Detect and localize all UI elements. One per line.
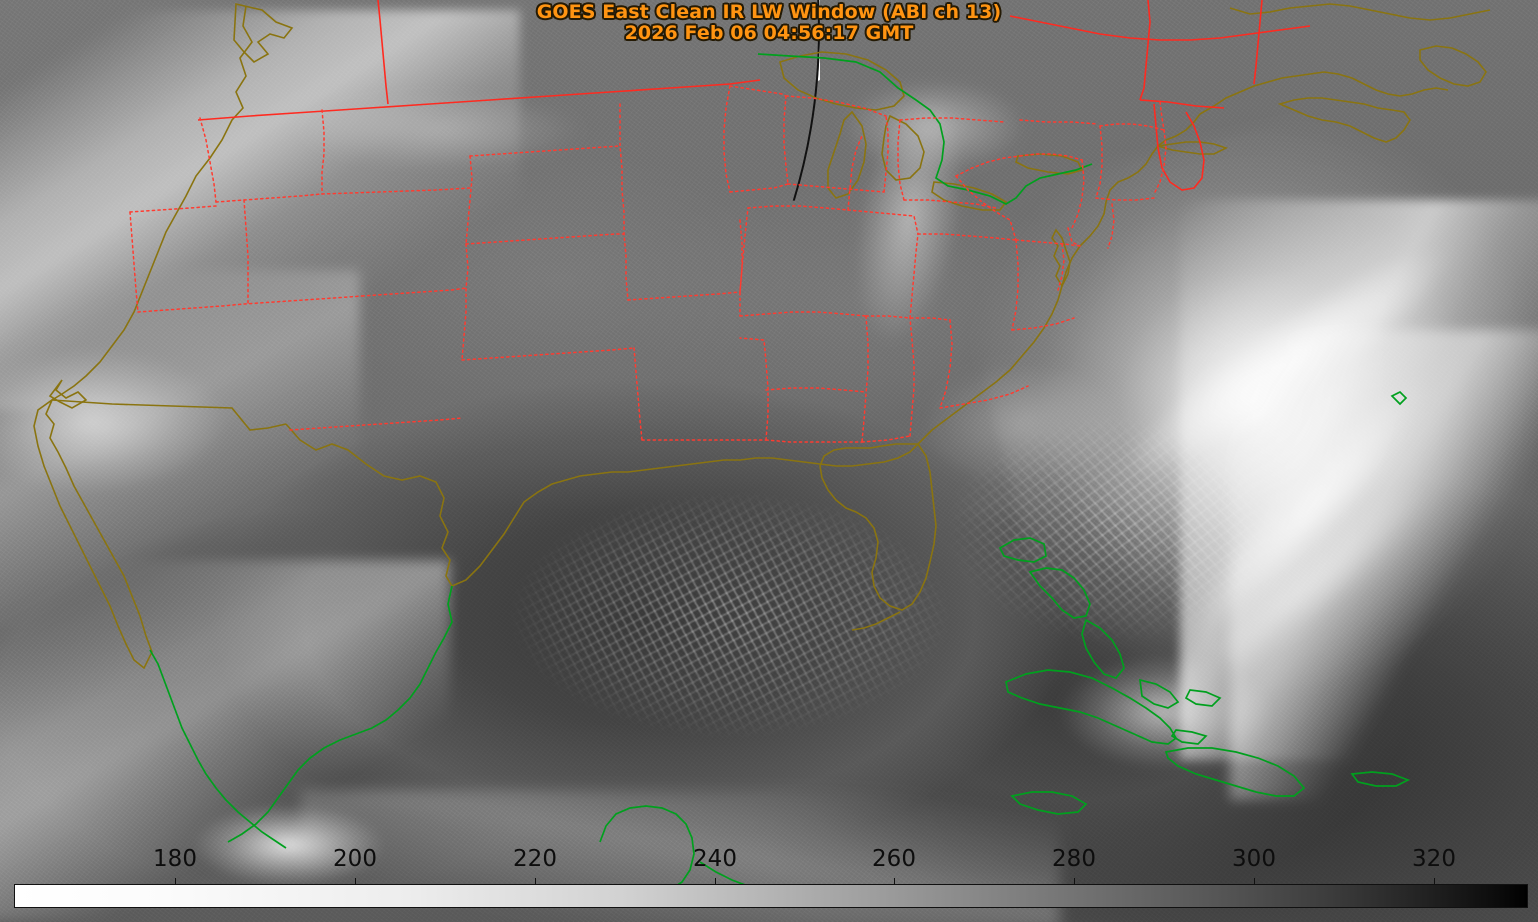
coastline-us-west xyxy=(51,5,253,401)
colorbar-tick-mark xyxy=(1074,878,1075,886)
coastline-newfoundland xyxy=(1419,45,1487,87)
coastline-baja-peninsula xyxy=(33,397,153,670)
border-us-canada-west xyxy=(197,79,761,121)
colorbar-tick-label: 300 xyxy=(1232,846,1276,872)
colorbar-tick-label: 320 xyxy=(1412,846,1456,872)
colorbar-tick-label: 280 xyxy=(1052,846,1096,872)
border-small-island-atlantic xyxy=(1390,390,1408,406)
border-hispaniola xyxy=(1164,747,1306,797)
coastline-us-southwest-border xyxy=(51,399,287,431)
coastline-florida xyxy=(819,443,937,611)
border-maine-1 xyxy=(1153,103,1205,191)
border-canada-provincial-1 xyxy=(377,0,389,105)
cloud-pacific-southwest xyxy=(0,270,360,630)
colorbar-gradient xyxy=(14,884,1528,908)
state-borders xyxy=(129,85,1167,443)
coastline-texas-border xyxy=(285,423,453,587)
coastline-canada-east xyxy=(1199,71,1449,115)
colorbar-tick-mark xyxy=(355,878,356,886)
coastline-california-bay xyxy=(48,379,88,409)
cloud-caribbean-convection xyxy=(1000,640,1330,840)
border-bahamas-1 xyxy=(998,537,1047,563)
border-bahamas-6 xyxy=(1170,729,1208,745)
colorbar-tick-mark xyxy=(535,878,536,886)
cloud-gulf-stratocumulus xyxy=(470,470,990,760)
colorbar-tick-mark xyxy=(894,878,895,886)
colorbar-tick-mark xyxy=(1254,878,1255,886)
colorbar-tick-mark xyxy=(1434,878,1435,886)
coastline-nova-scotia xyxy=(1277,97,1411,143)
coastline-chesapeake xyxy=(1051,228,1071,288)
colorbar-widget: 180 200 220 240 260 280 300 320 xyxy=(0,846,1538,910)
border-jamaica xyxy=(1010,791,1088,815)
coastline-canada-north xyxy=(1229,3,1491,21)
border-us-mexico xyxy=(227,585,453,843)
border-yucatan-belize xyxy=(599,805,695,891)
border-canada-quebec xyxy=(1009,15,1311,41)
coastline-florida-keys xyxy=(851,611,901,631)
coastline-gulf-texas xyxy=(451,443,919,587)
coastline-lake-erie xyxy=(931,181,1008,211)
border-bahamas-5 xyxy=(1184,689,1222,707)
border-bahamas-4 xyxy=(1139,678,1180,709)
border-mexico-west-coast xyxy=(149,649,287,849)
coastline-long-island xyxy=(1157,141,1229,155)
border-bahamas-2 xyxy=(1028,567,1091,619)
coastline-lake-superior xyxy=(779,51,905,111)
coastline-lake-huron xyxy=(881,114,925,181)
coastline-lake-michigan xyxy=(827,110,867,199)
border-us-canada-lakes xyxy=(757,53,1093,205)
border-canada-provincial-2 xyxy=(1139,0,1151,101)
border-cuba xyxy=(1005,669,1178,745)
coastline-us-east xyxy=(917,113,1201,445)
coastline-lake-ontario xyxy=(1015,153,1084,175)
coastline-baja-puget xyxy=(233,3,294,63)
border-us-canada-ne xyxy=(1139,99,1225,109)
colorbar-tick-labels: 180 200 220 240 260 280 300 320 xyxy=(0,846,1538,886)
colorbar-tick-label: 240 xyxy=(693,846,737,872)
colorbar-tick-label: 260 xyxy=(872,846,916,872)
border-canada-provincial-3 xyxy=(1253,0,1263,85)
colorbar-tick-mark xyxy=(715,878,716,886)
colorbar-tick-label: 180 xyxy=(153,846,197,872)
border-puerto-rico xyxy=(1350,771,1411,787)
border-bahamas-3 xyxy=(1081,618,1125,679)
colorbar-tick-label: 220 xyxy=(513,846,557,872)
colorbar-tick-mark xyxy=(175,878,176,886)
colorbar-tick-label: 200 xyxy=(333,846,377,872)
